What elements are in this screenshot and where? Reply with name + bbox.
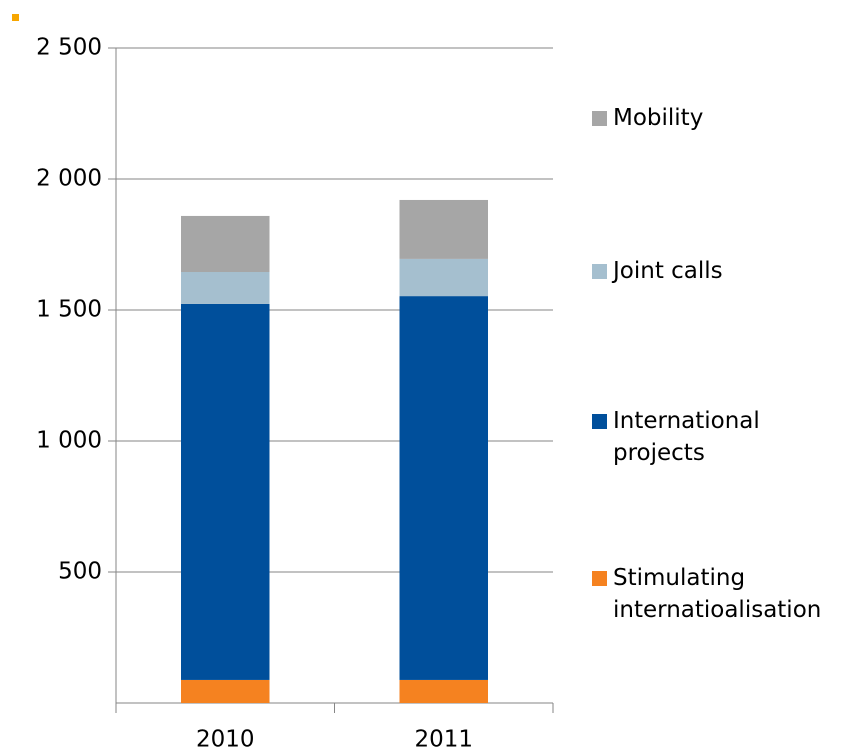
legend-label: Stimulating internatioalisation — [613, 565, 822, 623]
y-tick-label: 1 500 — [36, 297, 102, 323]
legend-item: Mobility — [592, 102, 842, 134]
legend-item: Joint calls — [592, 255, 842, 287]
legend-item: International projects — [592, 405, 842, 469]
x-tick-label: 2010 — [196, 727, 255, 750]
bar-segment — [181, 303, 270, 680]
y-tick-label: 2 000 — [36, 166, 102, 192]
legend-swatch — [592, 264, 607, 279]
legend-swatch — [592, 571, 607, 586]
legend-label: Mobility — [613, 105, 704, 131]
y-tick-label: 500 — [58, 559, 102, 585]
legend-label: International projects — [613, 408, 760, 466]
bar-segment — [399, 258, 488, 297]
y-tick-label: 1 000 — [36, 428, 102, 454]
legend-label: Joint calls — [613, 258, 723, 284]
bar-segment — [399, 199, 488, 259]
bar-segment — [181, 679, 270, 703]
legend-swatch — [592, 111, 607, 126]
legend-swatch — [592, 414, 607, 429]
bar-segment — [181, 272, 270, 304]
legend-item: Stimulating internatioalisation — [592, 562, 842, 626]
y-tick-label: 2 500 — [36, 35, 102, 61]
x-tick-label: 2011 — [414, 727, 473, 750]
bar-segment — [399, 679, 488, 703]
bar-segment — [399, 296, 488, 680]
decoration — [12, 14, 19, 21]
bar-segment — [181, 215, 270, 273]
